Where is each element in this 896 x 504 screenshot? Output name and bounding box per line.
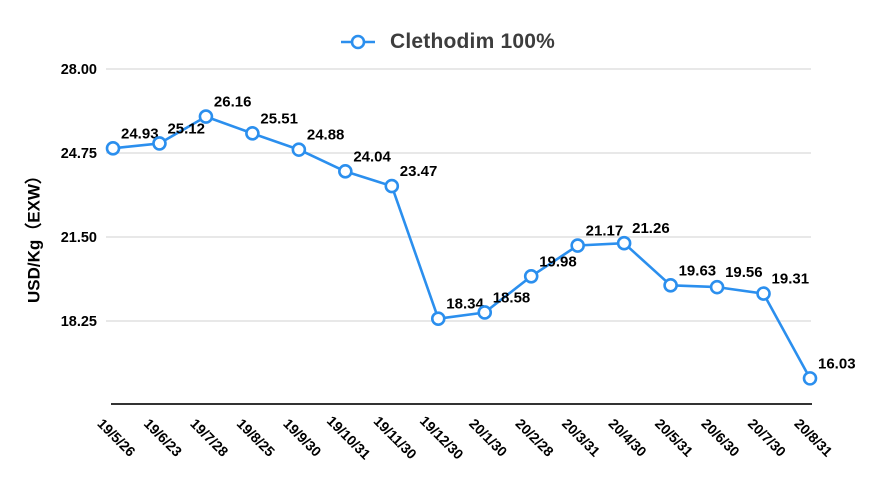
data-label: 24.04 xyxy=(353,148,391,165)
x-tick-label: 19/6/23 xyxy=(141,415,185,459)
data-label: 25.12 xyxy=(167,120,205,137)
data-point-marker[interactable] xyxy=(523,268,539,284)
y-tick-label: 28.00 xyxy=(61,62,97,78)
data-label: 19.56 xyxy=(725,264,763,281)
data-label: 19.63 xyxy=(679,262,717,279)
data-point-marker[interactable] xyxy=(245,126,260,141)
data-label: 19.31 xyxy=(772,271,810,288)
x-tick-label: 20/7/30 xyxy=(745,415,789,459)
data-label: 24.88 xyxy=(307,127,345,144)
data-point-marker[interactable] xyxy=(152,136,167,151)
data-point-marker[interactable] xyxy=(477,305,493,320)
x-tick-label: 19/5/26 xyxy=(94,415,138,459)
y-tick-label: 21.50 xyxy=(61,230,97,246)
data-point-marker[interactable] xyxy=(198,109,214,124)
data-point-marker[interactable] xyxy=(663,278,678,293)
data-point-marker[interactable] xyxy=(709,279,725,295)
x-tick-label: 19/11/30 xyxy=(371,413,420,462)
data-point-marker[interactable] xyxy=(105,141,121,156)
x-tick-label: 20/5/31 xyxy=(652,415,696,459)
x-tick-label: 20/6/30 xyxy=(698,415,742,459)
x-tick-label: 20/2/28 xyxy=(513,415,557,459)
legend-item-clethodim[interactable]: Clethodim 100% xyxy=(0,30,896,54)
x-tick-label: 19/10/31 xyxy=(324,413,374,463)
x-tick-label: 20/4/30 xyxy=(605,415,649,459)
y-tick-label: 24.75 xyxy=(61,146,97,162)
data-point-marker[interactable] xyxy=(570,238,585,253)
data-label: 25.51 xyxy=(260,110,298,127)
x-tick-label: 20/8/31 xyxy=(791,415,835,459)
data-label: 24.93 xyxy=(121,125,159,142)
data-point-marker[interactable] xyxy=(338,164,353,179)
x-tick-label: 19/7/28 xyxy=(187,415,231,459)
y-tick-label: 18.25 xyxy=(61,314,97,330)
data-label: 16.03 xyxy=(818,355,856,372)
data-label: 23.47 xyxy=(400,163,438,180)
data-label: 21.26 xyxy=(632,220,670,237)
x-tick-label: 19/8/25 xyxy=(234,415,278,459)
legend-label: Clethodim 100% xyxy=(389,30,555,53)
legend-line-circle-icon xyxy=(340,34,375,50)
x-tick-label: 19/9/30 xyxy=(280,415,324,459)
series-line xyxy=(111,115,812,380)
data-label: 19.98 xyxy=(539,253,577,270)
data-point-marker[interactable] xyxy=(616,235,632,251)
data-label: 18.34 xyxy=(446,296,484,313)
data-point-marker[interactable] xyxy=(756,286,771,301)
x-tick-label: 20/3/31 xyxy=(559,415,603,459)
data-label: 21.17 xyxy=(586,223,624,240)
data-point-marker[interactable] xyxy=(430,311,446,326)
data-point-marker[interactable] xyxy=(802,371,818,386)
x-tick-label: 20/1/30 xyxy=(466,415,510,459)
x-tick-label: 19/12/30 xyxy=(417,413,467,463)
data-point-marker[interactable] xyxy=(291,142,307,157)
data-label: 18.58 xyxy=(493,289,531,306)
data-point-marker[interactable] xyxy=(384,178,400,194)
data-label: 26.16 xyxy=(214,94,252,111)
